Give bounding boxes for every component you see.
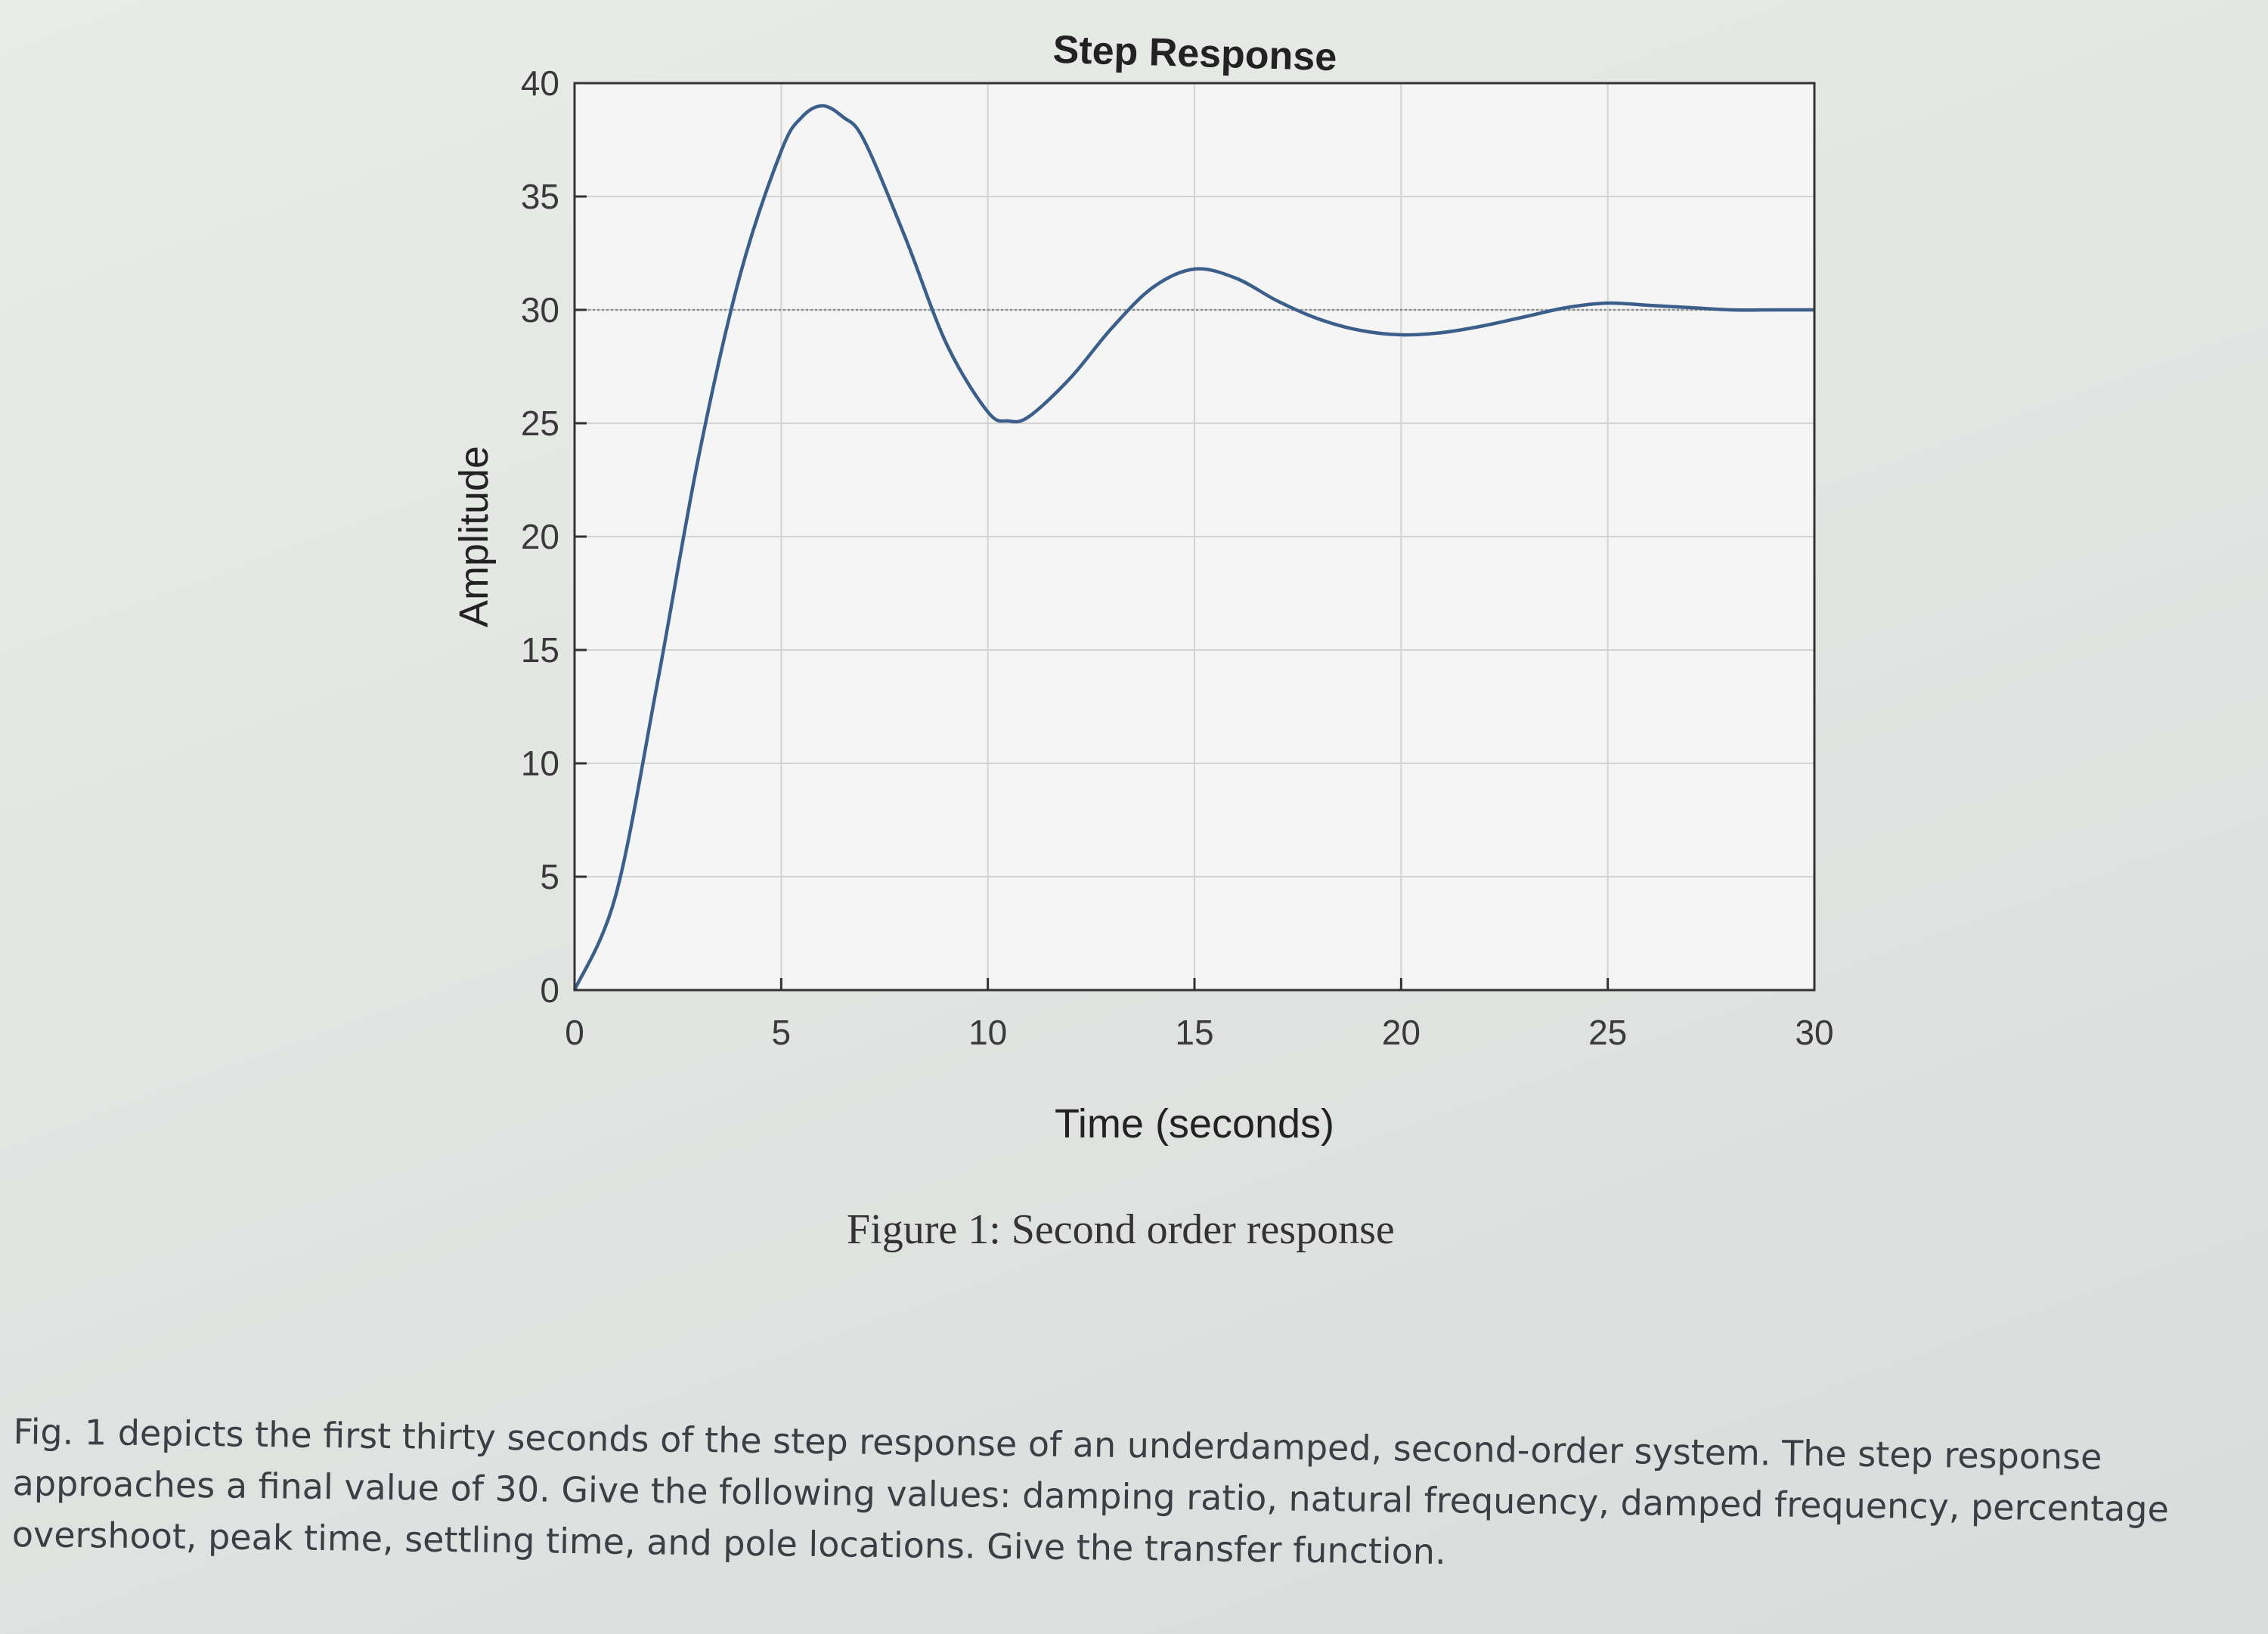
y-tick-label-4: 20 — [521, 517, 559, 556]
chart-title: Step Response — [1052, 28, 1337, 79]
x-tick-label-4: 20 — [1382, 1013, 1421, 1052]
x-tick-label-0: 0 — [565, 1013, 584, 1052]
y-tick-label-5: 25 — [521, 404, 559, 443]
y-tick-label-7: 35 — [521, 177, 559, 216]
axis-ticks: 0 5 10 15 20 25 30 0 5 10 15 20 25 30 35 40 — [521, 63, 1834, 1052]
x-tick-label-2: 10 — [968, 1013, 1007, 1052]
y-tick-label-0: 0 — [540, 970, 559, 1010]
x-tick-label-6: 30 — [1795, 1013, 1833, 1052]
y-tick-label-6: 30 — [521, 290, 559, 330]
y-axis-title: Amplitude — [451, 446, 497, 627]
y-tick-label-2: 10 — [521, 744, 559, 783]
y-tick-label-8: 40 — [521, 63, 559, 103]
x-tick-label-1: 5 — [772, 1013, 792, 1052]
x-tick-label-3: 15 — [1175, 1013, 1213, 1052]
x-axis-title: Time (seconds) — [1055, 1101, 1334, 1147]
x-tick-label-5: 25 — [1588, 1013, 1627, 1052]
y-tick-label-1: 5 — [540, 857, 559, 896]
y-tick-label-3: 15 — [521, 630, 559, 670]
series-layer — [572, 104, 1814, 991]
figure-caption: Figure 1: Second order response — [847, 1206, 1395, 1253]
series-line-0 — [572, 104, 1814, 991]
problem-statement: Fig. 1 depicts the first thirty seconds … — [11, 1410, 2170, 1573]
